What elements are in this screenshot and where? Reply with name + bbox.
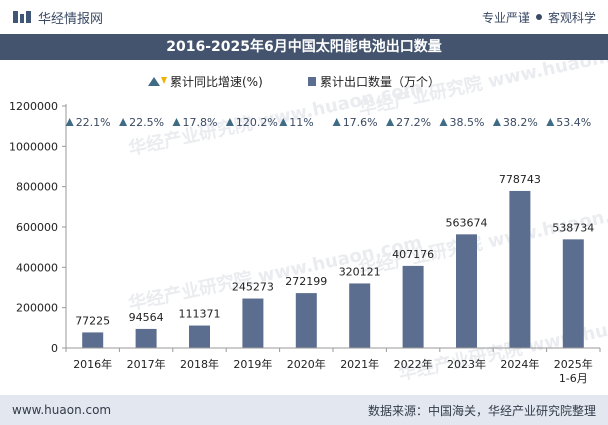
bar — [562, 239, 584, 348]
growth-label: 53.4% — [556, 116, 591, 129]
legend-bar-label: 累计出口数量（万个） — [320, 74, 440, 89]
growth-arrow-up-icon — [279, 118, 288, 126]
x-tick-label: 2017年 — [127, 357, 166, 371]
bar-value-label: 111371 — [179, 308, 221, 321]
growth-label: 17.8% — [183, 116, 218, 129]
bar — [189, 325, 210, 348]
footer-website[interactable]: www.huaon.com — [12, 403, 112, 417]
bar-value-label: 778743 — [499, 173, 541, 186]
y-tick-label: 200000 — [16, 302, 58, 315]
x-tick-label: 2024年 — [500, 357, 539, 371]
legend-bar-swatch — [308, 77, 316, 86]
brand-name: 华经情报网 — [38, 11, 104, 27]
bar-value-label: 245273 — [232, 281, 274, 294]
x-tick-label: 2020年 — [287, 357, 326, 371]
bar-value-label: 272199 — [285, 275, 327, 288]
chart: 累计同比增速(%) 累计出口数量（万个） 华经产业研究院 www.huaon.c… — [9, 60, 608, 385]
growth-label: 17.6% — [343, 116, 378, 129]
growth-arrow-up-icon — [119, 118, 128, 126]
bar — [509, 190, 531, 348]
y-tick-label: 0 — [51, 342, 58, 355]
footer-source: 数据来源：中国海关，华经产业研究院整理 — [367, 403, 596, 418]
growth-arrow-up-icon — [439, 118, 448, 126]
growth-arrow-up-icon — [546, 118, 555, 126]
chart-title: 2016-2025年6月中国太阳能电池出口数量 — [0, 34, 608, 60]
legend-growth-label: 累计同比增速(%) — [170, 75, 263, 89]
bar — [135, 328, 157, 348]
y-tick-label: 1200000 — [9, 100, 58, 113]
growth-label: 38.2% — [503, 116, 538, 129]
brand[interactable]: 华经情报网 — [12, 8, 103, 27]
bar-value-label: 563674 — [446, 216, 488, 229]
bar — [295, 293, 317, 348]
growth-label: 120.2% — [236, 116, 278, 129]
legend-arrow-up-icon — [148, 77, 160, 86]
tagline-a: 专业严谨 — [481, 10, 530, 25]
growth-label: 38.5% — [450, 116, 485, 129]
y-axis: 0 200000 400000 600000 800000 1000000 1200000 — [9, 100, 67, 355]
x-tick-label: 2016年 — [73, 357, 112, 371]
growth-label: 22.5% — [129, 116, 164, 129]
bars: 77225 94564 111371 245273 272199 320121 407176… — [75, 173, 594, 348]
x-tick-label: 2019年 — [233, 357, 272, 371]
growth-row: 22.1% 22.5% 17.8% 120.2% 11% 17.6% 27.2% 38.5% 3… — [65, 116, 591, 129]
legend-arrow-down-icon — [161, 77, 167, 84]
logo-icon — [13, 11, 31, 23]
legend: 累计同比增速(%) 累计出口数量（万个） — [148, 74, 440, 89]
y-tick-label: 800000 — [16, 181, 58, 194]
footer: www.huaon.com 数据来源：中国海关，华经产业研究院整理 — [0, 395, 608, 425]
tagline-b: 客观科学 — [547, 10, 596, 25]
x-tick-label: 1-6月 — [559, 372, 588, 385]
bar — [456, 234, 477, 348]
y-tick-label: 1000000 — [9, 140, 58, 153]
y-tick-label: 400000 — [16, 261, 58, 274]
growth-arrow-up-icon — [65, 118, 74, 126]
growth-arrow-up-icon — [172, 118, 181, 126]
x-axis: 2016年 2017年 2018年 2019年 2020年 2021年 2022年 2023年… — [65, 347, 601, 385]
y-tick-label: 600000 — [16, 221, 58, 234]
bar — [82, 332, 104, 348]
x-tick-label: 2021年 — [340, 357, 379, 371]
bar-value-label: 77225 — [75, 314, 110, 327]
bar — [349, 283, 371, 348]
growth-label: 27.2% — [396, 116, 431, 129]
tagline: 专业严谨 客观科学 — [482, 9, 596, 26]
x-tick-label: 2023年 — [447, 357, 486, 371]
bar — [402, 265, 424, 348]
growth-arrow-up-icon — [225, 118, 234, 126]
growth-arrow-up-icon — [332, 118, 341, 126]
growth-arrow-up-icon — [386, 118, 395, 126]
bar-value-label: 538734 — [552, 221, 594, 234]
growth-label: 22.1% — [76, 116, 111, 129]
bar-value-label: 94564 — [129, 311, 164, 324]
x-tick-label: 2025年 — [554, 357, 593, 371]
x-tick-label: 2018年 — [180, 357, 219, 371]
separator-dot-icon — [535, 14, 542, 20]
x-tick-label: 2022年 — [394, 357, 433, 371]
growth-arrow-up-icon — [492, 118, 501, 126]
top-bar: 华经情报网 专业严谨 客观科学 — [0, 0, 608, 34]
growth-label: 11% — [289, 116, 313, 129]
bar-value-label: 407176 — [392, 248, 434, 261]
bar-value-label: 320121 — [339, 265, 381, 278]
bar — [242, 298, 264, 348]
